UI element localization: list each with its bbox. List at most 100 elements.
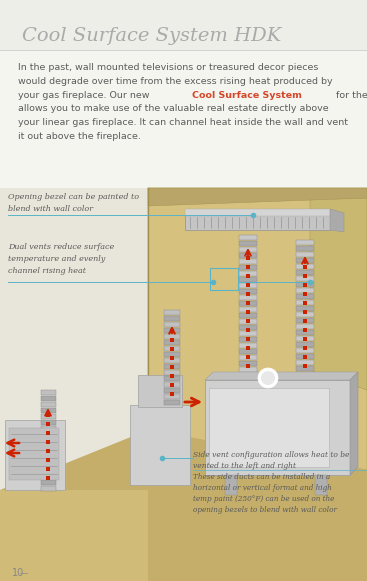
FancyBboxPatch shape: [164, 346, 180, 351]
FancyBboxPatch shape: [296, 264, 314, 269]
FancyBboxPatch shape: [185, 215, 330, 230]
FancyBboxPatch shape: [239, 355, 257, 360]
FancyBboxPatch shape: [239, 253, 257, 258]
FancyBboxPatch shape: [239, 241, 257, 246]
FancyBboxPatch shape: [164, 376, 180, 381]
FancyBboxPatch shape: [239, 373, 257, 378]
Text: In the past, wall mounted televisions or treasured decor pieces: In the past, wall mounted televisions or…: [18, 63, 319, 72]
Polygon shape: [350, 372, 358, 475]
FancyBboxPatch shape: [130, 405, 190, 485]
FancyBboxPatch shape: [239, 271, 257, 276]
FancyBboxPatch shape: [315, 475, 327, 495]
FancyBboxPatch shape: [296, 240, 314, 245]
FancyBboxPatch shape: [239, 313, 257, 318]
FancyBboxPatch shape: [40, 414, 55, 419]
FancyBboxPatch shape: [296, 258, 314, 263]
FancyBboxPatch shape: [239, 235, 257, 240]
Text: Side vent configuration allows heat to be
vented to the left and right: Side vent configuration allows heat to b…: [193, 451, 349, 470]
FancyBboxPatch shape: [40, 402, 55, 407]
Text: Cool Surface System HDK: Cool Surface System HDK: [22, 27, 281, 45]
FancyBboxPatch shape: [296, 318, 314, 323]
FancyBboxPatch shape: [164, 310, 180, 315]
FancyBboxPatch shape: [296, 336, 314, 341]
FancyBboxPatch shape: [296, 366, 314, 371]
Text: for the C Series: for the C Series: [333, 91, 367, 99]
FancyBboxPatch shape: [239, 367, 257, 372]
FancyBboxPatch shape: [296, 282, 314, 287]
Text: your linear gas fireplace. It can channel heat inside the wall and vent: your linear gas fireplace. It can channe…: [18, 118, 348, 127]
Text: Cool Surface System: Cool Surface System: [192, 91, 301, 99]
Text: it out above the fireplace.: it out above the fireplace.: [18, 132, 141, 141]
FancyBboxPatch shape: [239, 247, 257, 252]
FancyBboxPatch shape: [40, 426, 55, 431]
Text: would degrade over time from the excess rising heat produced by: would degrade over time from the excess …: [18, 77, 333, 86]
Polygon shape: [330, 209, 344, 232]
FancyBboxPatch shape: [40, 474, 55, 479]
FancyBboxPatch shape: [40, 480, 55, 485]
FancyBboxPatch shape: [40, 420, 55, 425]
FancyBboxPatch shape: [164, 322, 180, 327]
Text: These side ducts can be installed in a
horizontal or vertical format and high
te: These side ducts can be installed in a h…: [193, 473, 337, 514]
FancyBboxPatch shape: [164, 364, 180, 369]
FancyBboxPatch shape: [164, 316, 180, 321]
FancyBboxPatch shape: [239, 319, 257, 324]
FancyBboxPatch shape: [239, 337, 257, 342]
FancyBboxPatch shape: [239, 301, 257, 306]
Text: Opening bezel can be painted to
blend with wall color: Opening bezel can be painted to blend wi…: [8, 193, 139, 213]
FancyBboxPatch shape: [205, 380, 350, 475]
FancyBboxPatch shape: [164, 340, 180, 345]
Circle shape: [261, 371, 275, 385]
FancyBboxPatch shape: [40, 468, 55, 473]
FancyBboxPatch shape: [239, 283, 257, 288]
FancyBboxPatch shape: [296, 354, 314, 359]
FancyBboxPatch shape: [296, 294, 314, 299]
FancyBboxPatch shape: [296, 372, 314, 377]
FancyBboxPatch shape: [0, 188, 367, 581]
FancyBboxPatch shape: [164, 328, 180, 333]
Polygon shape: [148, 188, 367, 470]
FancyBboxPatch shape: [239, 343, 257, 348]
FancyBboxPatch shape: [40, 432, 55, 437]
FancyBboxPatch shape: [239, 295, 257, 300]
FancyBboxPatch shape: [5, 420, 65, 490]
FancyBboxPatch shape: [164, 370, 180, 375]
FancyBboxPatch shape: [296, 246, 314, 251]
FancyBboxPatch shape: [239, 325, 257, 330]
FancyBboxPatch shape: [0, 0, 367, 50]
FancyBboxPatch shape: [0, 490, 148, 581]
FancyBboxPatch shape: [239, 277, 257, 282]
FancyBboxPatch shape: [40, 456, 55, 461]
FancyBboxPatch shape: [40, 486, 55, 491]
Text: your gas fireplace. Our new: your gas fireplace. Our new: [18, 91, 153, 99]
FancyBboxPatch shape: [209, 388, 329, 467]
FancyBboxPatch shape: [40, 444, 55, 449]
FancyBboxPatch shape: [164, 382, 180, 387]
FancyBboxPatch shape: [296, 312, 314, 317]
FancyBboxPatch shape: [164, 388, 180, 393]
FancyBboxPatch shape: [164, 358, 180, 363]
FancyBboxPatch shape: [239, 289, 257, 294]
FancyBboxPatch shape: [0, 188, 148, 581]
FancyBboxPatch shape: [225, 475, 237, 495]
FancyBboxPatch shape: [40, 396, 55, 401]
FancyBboxPatch shape: [185, 209, 330, 216]
Text: 10: 10: [12, 568, 24, 578]
FancyBboxPatch shape: [138, 375, 182, 407]
Polygon shape: [148, 188, 367, 206]
FancyBboxPatch shape: [239, 307, 257, 312]
FancyBboxPatch shape: [40, 450, 55, 455]
FancyBboxPatch shape: [296, 276, 314, 281]
FancyBboxPatch shape: [296, 330, 314, 335]
Polygon shape: [310, 198, 367, 390]
FancyBboxPatch shape: [164, 394, 180, 399]
FancyBboxPatch shape: [296, 342, 314, 347]
FancyBboxPatch shape: [296, 252, 314, 257]
Text: Dual vents reduce surface
temperature and evenly
channel rising heat: Dual vents reduce surface temperature an…: [8, 243, 114, 275]
FancyBboxPatch shape: [164, 352, 180, 357]
FancyBboxPatch shape: [9, 428, 59, 480]
FancyBboxPatch shape: [296, 306, 314, 311]
FancyBboxPatch shape: [296, 348, 314, 353]
FancyBboxPatch shape: [296, 300, 314, 305]
FancyBboxPatch shape: [296, 360, 314, 365]
Circle shape: [258, 368, 278, 388]
